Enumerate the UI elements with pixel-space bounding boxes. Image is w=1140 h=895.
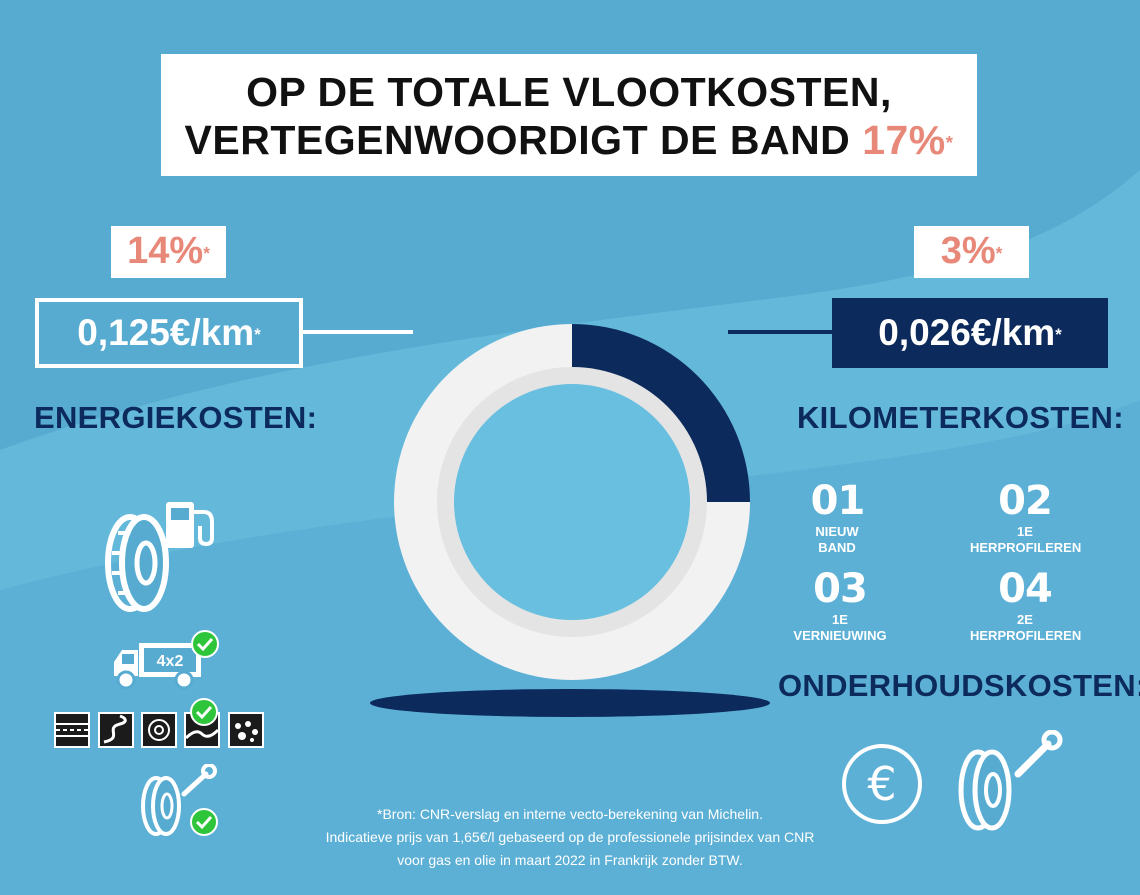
road-icon-roundabout bbox=[141, 712, 177, 748]
step-01: 01 NIEUW BAND bbox=[810, 478, 866, 555]
tire-icon bbox=[105, 514, 169, 612]
check-icon bbox=[191, 630, 219, 658]
energy-price-box: 0,125€/km* bbox=[35, 298, 303, 368]
donut-highlight-segment bbox=[572, 324, 750, 502]
title-asterisk: * bbox=[945, 131, 954, 153]
km-percent-badge: 3%* bbox=[914, 226, 1029, 278]
tire-wrench-icon bbox=[141, 764, 218, 836]
km-heading: KILOMETERKOSTEN: bbox=[797, 400, 1124, 435]
truck-icon: 4x2 bbox=[114, 630, 219, 690]
energy-heading: ENERGIEKOSTEN: bbox=[34, 400, 318, 435]
left-connector-line bbox=[303, 330, 413, 334]
euro-symbol: € bbox=[867, 757, 896, 811]
fuel-pump-icon bbox=[166, 502, 214, 548]
road-icon-winding bbox=[98, 712, 134, 748]
step-03: 03 1E VERNIEUWING bbox=[793, 566, 887, 643]
road-icon-gravel bbox=[228, 712, 264, 748]
truck-4x2-label: 4x2 bbox=[157, 653, 184, 670]
check-icon bbox=[190, 698, 218, 726]
main-title: OP DE TOTALE VLOOTKOSTEN, VERTEGENWOORDI… bbox=[161, 54, 977, 176]
source-footnote: *Bron: CNR-verslag en interne vecto-bere… bbox=[325, 806, 815, 868]
title-line-1: OP DE TOTALE VLOOTKOSTEN, bbox=[246, 69, 892, 115]
step-02: 02 1E HERPROFILEREN bbox=[970, 478, 1082, 555]
euro-icon: € bbox=[842, 744, 922, 824]
tire-hole bbox=[454, 384, 690, 620]
road-icon-straight bbox=[54, 712, 90, 748]
tire-shadow bbox=[370, 689, 770, 717]
check-icon bbox=[190, 808, 218, 836]
maintenance-heading: ONDERHOUDSKOSTEN: bbox=[778, 668, 1140, 703]
km-price-box: 0,026€/km* bbox=[832, 298, 1108, 368]
step-04: 04 2E HERPROFILEREN bbox=[970, 566, 1082, 643]
tire-donut bbox=[370, 324, 770, 717]
tire-fuel-icon bbox=[105, 502, 214, 612]
energy-percent-badge: 14%* bbox=[111, 226, 226, 278]
title-highlight-percent: 17% bbox=[862, 117, 946, 163]
tire-wrench-icon bbox=[958, 730, 1063, 831]
right-connector-line bbox=[728, 330, 832, 334]
title-line-2: VERTEGENWOORDIGT DE BAND 17%* bbox=[184, 117, 954, 163]
